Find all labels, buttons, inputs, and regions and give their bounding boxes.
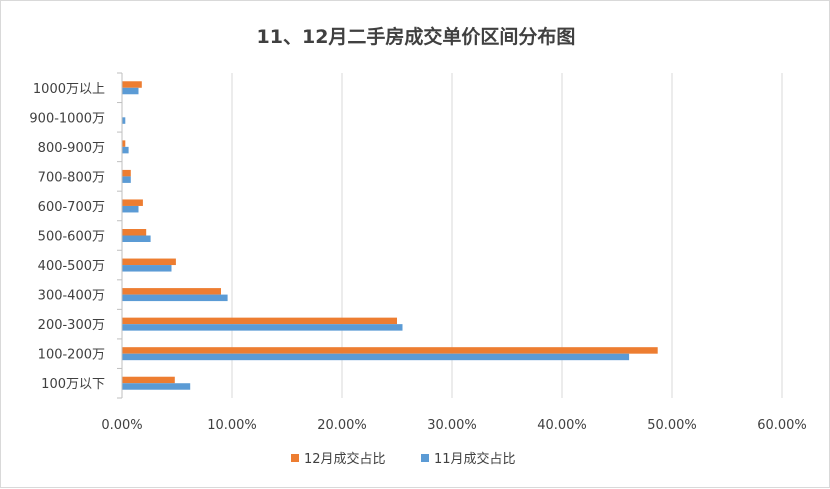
bar-dec xyxy=(122,169,131,177)
x-tick-label: 20.00% xyxy=(317,418,367,433)
gridlines xyxy=(231,73,783,398)
x-tick-label: 40.00% xyxy=(537,418,587,433)
bar-dec xyxy=(122,199,143,206)
y-tick-label: 1000万以上 xyxy=(33,82,105,97)
y-tick-label: 100-200万 xyxy=(38,348,105,363)
bar-dec xyxy=(122,229,147,236)
bar-dec xyxy=(122,317,397,325)
axes: 0.00% 10.00% 20.00% 30.00% 40.00% 50.00% 60.00… xyxy=(29,72,807,433)
bar-dec xyxy=(122,258,176,266)
bar-nov xyxy=(122,353,630,361)
y-tick-label: 500-600万 xyxy=(38,230,105,245)
x-tick-label: 10.00% xyxy=(207,418,257,433)
bar-dec xyxy=(122,288,221,295)
legend-label: 12月成交占比 xyxy=(304,451,386,467)
bar-nov xyxy=(122,176,131,183)
bar-dec xyxy=(122,81,142,88)
bar-dec xyxy=(122,376,175,384)
bar-nov xyxy=(122,383,191,390)
bar-nov xyxy=(122,205,139,213)
x-tick-label: 0.00% xyxy=(101,418,142,433)
bar-dec xyxy=(122,140,126,147)
y-tick-label: 400-500万 xyxy=(38,259,105,274)
bar-dec xyxy=(122,347,658,354)
x-tick-label: 60.00% xyxy=(757,418,807,433)
bar-nov xyxy=(122,324,403,331)
x-tick-label: 30.00% xyxy=(427,418,477,433)
y-tick-label: 300-400万 xyxy=(38,289,105,304)
bar-nov xyxy=(122,265,172,272)
bar-nov xyxy=(122,117,126,124)
x-tick-label: 50.00% xyxy=(647,418,697,433)
bar-nov xyxy=(122,294,228,302)
y-tick-label: 900-1000万 xyxy=(29,111,105,126)
bar-nov xyxy=(122,87,139,95)
y-tick-label: 800-900万 xyxy=(38,141,105,156)
bar-nov xyxy=(122,235,151,242)
legend-label: 11月成交占比 xyxy=(434,451,516,467)
y-tick-label: 200-300万 xyxy=(38,318,105,333)
y-tick-label: 700-800万 xyxy=(38,170,105,185)
legend-swatch xyxy=(421,454,429,462)
bars xyxy=(122,81,658,390)
chart-title: 11、12月二手房成交单价区间分布图 xyxy=(257,25,576,48)
legend: 12月成交占比 11月成交占比 xyxy=(291,451,516,467)
bar-nov xyxy=(122,146,129,154)
legend-swatch xyxy=(291,454,299,462)
y-tick-label: 600-700万 xyxy=(38,200,105,215)
y-tick-label: 100万以下 xyxy=(41,377,105,392)
